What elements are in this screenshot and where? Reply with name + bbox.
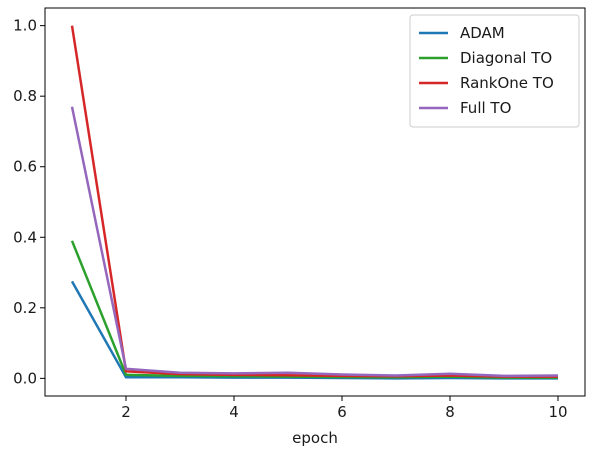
legend-label: Full TO <box>460 99 511 117</box>
y-tick-label: 0.8 <box>13 87 37 105</box>
x-tick-label: 10 <box>548 403 567 421</box>
series-lines <box>70 25 559 380</box>
y-axis: 0.0 0.2 0.4 0.6 0.8 1.0 <box>13 17 45 387</box>
series-line-full-to <box>70 106 559 378</box>
x-axis: 2 4 6 8 10 <box>121 396 568 421</box>
y-tick-label: 0.2 <box>13 299 37 317</box>
legend-label: Diagonal TO <box>460 49 552 67</box>
y-tick-label: 0.0 <box>13 369 37 387</box>
plot-frame <box>44 7 586 397</box>
x-tick-label: 4 <box>229 403 239 421</box>
x-axis-label: epoch <box>292 429 338 447</box>
legend-label: ADAM <box>460 24 505 42</box>
y-tick-label: 0.6 <box>13 158 37 176</box>
x-tick-label: 8 <box>445 403 455 421</box>
legend: ADAM Diagonal TO RankOne TO Full TO <box>409 14 580 128</box>
x-tick-label: 2 <box>121 403 131 421</box>
y-tick-label: 1.0 <box>13 17 37 35</box>
legend-label: RankOne TO <box>460 74 554 92</box>
legend-box <box>409 14 580 128</box>
y-tick-label: 0.4 <box>13 228 37 246</box>
x-tick-label: 6 <box>337 403 347 421</box>
